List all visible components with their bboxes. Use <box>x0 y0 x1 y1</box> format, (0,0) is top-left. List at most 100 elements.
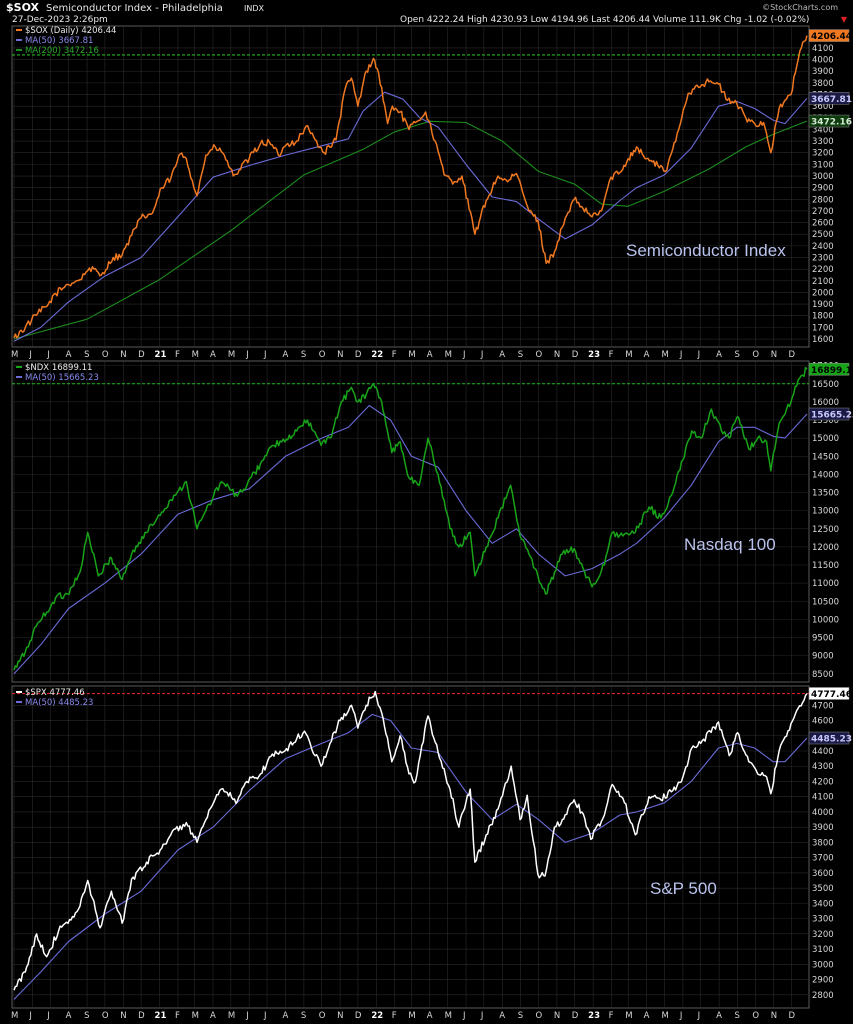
y-tick-label: 2500 <box>812 230 834 240</box>
legend-ma50: MA(50) 4485.23 <box>25 698 93 708</box>
x-month-label: O <box>102 1011 109 1021</box>
x-month-label: D <box>572 1011 579 1021</box>
ma50-tag: 15665.23 <box>808 407 853 421</box>
x-month-label: O <box>536 1011 543 1021</box>
legend: $SPX 4777.46 MA(50) 4485.23 <box>16 688 93 708</box>
x-month-label: A <box>716 350 722 360</box>
series-line--sox <box>13 35 808 339</box>
x-month-label: O <box>752 1011 759 1021</box>
y-tick-label: 3400 <box>812 899 834 909</box>
ma50-tag-box <box>808 92 850 105</box>
x-month-label: F <box>609 350 614 360</box>
panel-frame <box>11 685 810 1009</box>
x-month-label: M <box>192 1011 199 1021</box>
brand-watermark: ©StockCharts.com <box>762 3 838 12</box>
x-year-label: 22 <box>371 1011 383 1021</box>
ma50-tag-text: 15665.23 <box>811 411 853 421</box>
x-month-label: M <box>11 1011 18 1021</box>
x-year-label: 21 <box>155 1011 167 1021</box>
chart-date: 27-Dec-2023 2:26pm <box>12 15 108 25</box>
x-month-label: J <box>679 350 683 360</box>
x-month-label: S <box>301 350 306 360</box>
y-tick-label: 4600 <box>812 717 834 727</box>
ma50-tag-box <box>808 407 850 421</box>
down-arrow-icon: ▼ <box>841 15 848 24</box>
series-line--ndx <box>13 366 808 671</box>
y-tick-label: 2900 <box>812 184 834 194</box>
y-tick-label: 3400 <box>812 125 834 135</box>
y-tick-label: 3600 <box>812 102 834 112</box>
x-month-label: A <box>644 350 650 360</box>
y-tick-label: 3100 <box>812 945 834 955</box>
x-month-label: J <box>697 350 701 360</box>
x-month-label: N <box>771 350 777 360</box>
y-tick-label: 3700 <box>812 854 834 864</box>
x-month-label: N <box>554 350 560 360</box>
y-tick-label: 1600 <box>812 335 834 345</box>
legend-ma50: MA(50) 15665.23 <box>25 373 99 383</box>
y-tick-label: 3000 <box>812 172 834 182</box>
panel-title: Semiconductor Index <box>626 241 786 260</box>
y-tick-label: 2800 <box>812 195 834 205</box>
symbol-title: $SOX <box>6 1 40 14</box>
y-tick-label: 4100 <box>812 44 834 54</box>
legend-sox: $SOX (Daily) 4206.44 <box>25 26 116 36</box>
x-month-label: N <box>337 350 343 360</box>
y-tick-label: 2700 <box>812 207 834 217</box>
x-month-label: M <box>625 1011 632 1021</box>
x-month-label: D <box>789 1011 796 1021</box>
y-tick-label: 9000 <box>812 652 834 662</box>
legend: $NDX 16899.11 MA(50) 15665.23 <box>16 363 99 383</box>
ma200-tag: 3472.16 <box>808 114 852 128</box>
y-tick-label: 3800 <box>812 838 834 848</box>
y-tick-label: 3600 <box>812 869 834 879</box>
x-month-label: D <box>789 350 796 360</box>
y-tick-label: 13000 <box>812 507 839 517</box>
ma50-tag-box <box>808 731 850 745</box>
y-tick-label: 2800 <box>812 991 834 1001</box>
symbol-name: Semiconductor Index - Philadelphia <box>46 3 223 14</box>
x-year-label: 22 <box>371 350 383 360</box>
ma50-tag-text: 3667.81 <box>811 95 852 105</box>
x-month-label: N <box>771 1011 777 1021</box>
x-month-label: M <box>445 1011 452 1021</box>
y-tick-label: 15500 <box>812 416 839 426</box>
y-tick-label: 3900 <box>812 823 834 833</box>
x-month-label: J <box>245 1011 249 1021</box>
x-month-label: J <box>28 1011 32 1021</box>
x-month-label: F <box>175 1011 180 1021</box>
x-month-label: J <box>462 1011 466 1021</box>
panel-ndx: 8500 9000 9500 10000 10500 11000 11500 12000 125… <box>11 360 853 683</box>
x-year-label: 21 <box>155 350 167 360</box>
x-month-label: J <box>697 1011 701 1021</box>
x-month-label: N <box>120 350 126 360</box>
y-tick-label: 2300 <box>812 254 834 264</box>
x-month-label: S <box>735 1011 740 1021</box>
x-month-label: J <box>46 1011 50 1021</box>
y-tick-label: 1800 <box>812 312 834 322</box>
x-month-label: J <box>245 350 249 360</box>
x-month-label: O <box>752 350 759 360</box>
y-tick-label: 12000 <box>812 543 839 553</box>
x-month-label: A <box>427 350 433 360</box>
panel-frame <box>11 360 810 683</box>
x-month-label: O <box>536 350 543 360</box>
x-month-label: F <box>175 350 180 360</box>
y-tick-label: 10000 <box>812 615 839 625</box>
ma50-tag-text: 4485.23 <box>811 735 852 745</box>
x-month-label: A <box>210 1011 216 1021</box>
ma200-tag-box <box>808 114 850 128</box>
y-tick-label: 1900 <box>812 300 834 310</box>
exchange-label: INDX <box>244 4 265 13</box>
y-tick-label: 16000 <box>812 398 839 408</box>
x-month-label: D <box>355 350 362 360</box>
y-tick-label: 3000 <box>812 960 834 970</box>
y-tick-label: 4200 <box>812 777 834 787</box>
x-month-label: J <box>480 350 484 360</box>
last-price-tag: 4777.46 <box>808 687 852 700</box>
series-line-ma-50- <box>13 91 808 342</box>
x-month-label: J <box>263 1011 267 1021</box>
legend-ndx: $NDX 16899.11 <box>25 363 92 373</box>
x-month-label: A <box>499 350 505 360</box>
legend-ma50: MA(50) 3667.81 <box>25 36 93 46</box>
